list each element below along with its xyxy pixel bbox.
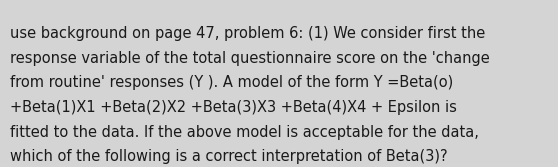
Text: +Beta(1)X1 +Beta(2)X2 +Beta(3)X3 +Beta(4)X4 + Epsilon is: +Beta(1)X1 +Beta(2)X2 +Beta(3)X3 +Beta(4… [10,100,457,115]
Text: use background on page 47, problem 6: (1) We consider first the: use background on page 47, problem 6: (1… [10,26,485,41]
Text: response variable of the total questionnaire score on the 'change: response variable of the total questionn… [10,51,490,66]
Text: fitted to the data. If the above model is acceptable for the data,: fitted to the data. If the above model i… [10,125,479,140]
Text: which of the following is a correct interpretation of Beta(3)?: which of the following is a correct inte… [10,149,448,164]
Text: from routine' responses (Y ). A model of the form Y =Beta(o): from routine' responses (Y ). A model of… [10,75,453,90]
